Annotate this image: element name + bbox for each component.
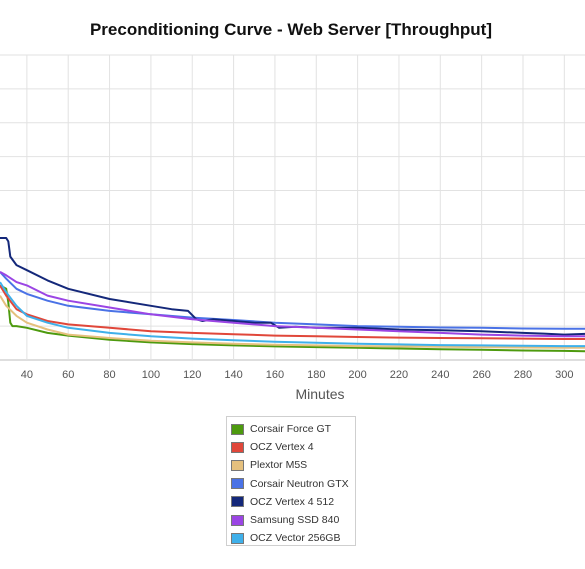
x-tick-label: 200	[348, 369, 366, 381]
legend-label: OCZ Vector 256GB	[250, 532, 341, 545]
legend-swatch	[231, 441, 244, 453]
legend-label: OCZ Vertex 4	[250, 441, 314, 454]
legend-swatch	[231, 532, 244, 544]
x-tick-label: 80	[103, 369, 115, 381]
x-tick-label: 260	[472, 369, 490, 381]
series-lines	[0, 237, 585, 353]
series-line-ocz-vertex-4-512	[0, 237, 585, 336]
x-tick-label: 180	[307, 369, 325, 381]
x-axis-label: Minutes	[295, 386, 344, 402]
legend-label: OCZ Vertex 4 512	[250, 495, 335, 508]
series-line-plextor-m5s	[0, 295, 585, 349]
legend-swatch	[231, 423, 244, 435]
x-tick-label: 220	[390, 369, 408, 381]
legend: Corsair Force GT OCZ Vertex 4 Plextor M5S C…	[226, 416, 356, 546]
legend-swatch	[231, 478, 244, 490]
legend-item: Corsair Force GT	[231, 420, 355, 438]
legend-label: Plextor M5S	[250, 459, 308, 472]
x-tick-label: 240	[431, 369, 449, 381]
series-line-samsung-ssd-840	[0, 271, 585, 338]
chart-title: Preconditioning Curve - Web Server [Thro…	[90, 20, 492, 39]
legend-swatch	[231, 514, 244, 526]
legend-item: OCZ Vertex 4 512	[231, 493, 355, 511]
x-tick-label: 60	[62, 369, 74, 381]
x-tick-label: 100	[142, 369, 160, 381]
x-tick-label: 280	[514, 369, 532, 381]
legend-swatch	[231, 496, 244, 508]
legend-item: Samsung SSD 840	[231, 511, 355, 529]
series-line-corsair-neutron-gtx	[0, 271, 585, 330]
x-tick-label: 140	[224, 369, 242, 381]
legend-item: OCZ Vertex 4	[231, 438, 355, 456]
x-tick-label: 160	[266, 369, 284, 381]
grid	[0, 54, 585, 361]
legend-label: Corsair Force GT	[250, 423, 332, 436]
legend-swatch	[231, 459, 244, 471]
x-tick-label: 40	[21, 369, 33, 381]
series-line-ocz-vector-256gb	[0, 281, 585, 348]
legend-label: Samsung SSD 840	[250, 514, 340, 527]
legend-item: OCZ Vector 256GB	[231, 529, 355, 547]
legend-item: Corsair Neutron GTX	[231, 475, 355, 493]
x-tick-label: 120	[183, 369, 201, 381]
legend-item: Plextor M5S	[231, 456, 355, 474]
x-tick-label: 300	[555, 369, 573, 381]
legend-label: Corsair Neutron GTX	[250, 477, 349, 490]
series-line-corsair-force-gt	[0, 284, 585, 353]
x-axis-ticks: 40 60 80 100 120 140 160 180 200 220 240 260 280 300	[21, 369, 574, 381]
series-line-ocz-vertex-4	[0, 284, 585, 340]
